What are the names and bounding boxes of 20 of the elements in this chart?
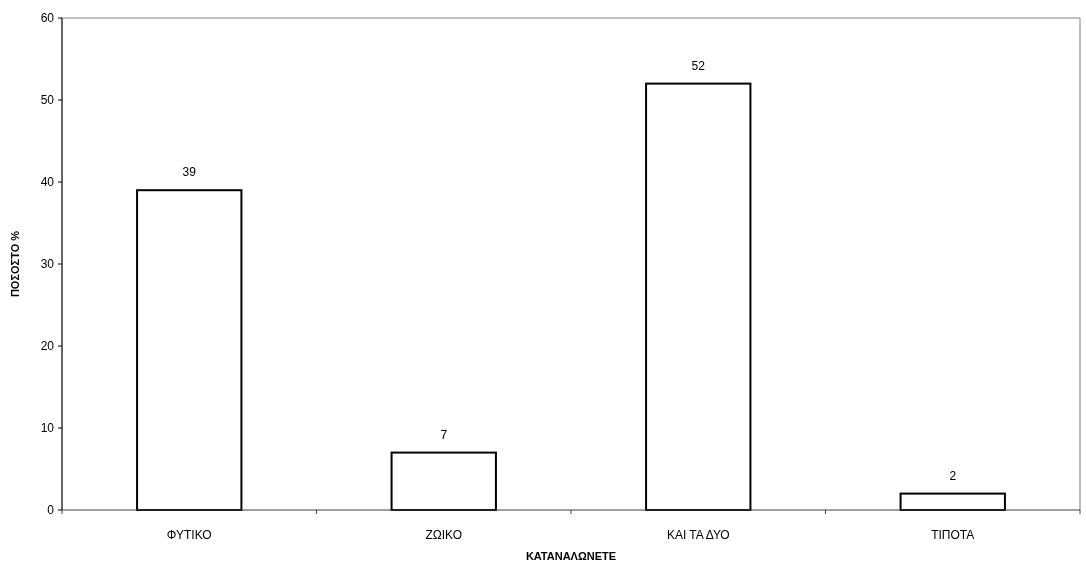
x-tick-label: ΚΑΙ ΤΑ ΔΥΟ: [666, 528, 730, 542]
y-tick-label: 0: [47, 503, 55, 518]
y-tick-label: 30: [40, 257, 55, 272]
data-label: 7: [440, 427, 448, 442]
x-axis-title: ΚΑΤΑΝΑΛΩΝΕΤΕ: [525, 550, 617, 562]
bar: [645, 82, 752, 511]
bar: [136, 189, 243, 511]
data-label: 39: [182, 165, 197, 180]
data-label: 52: [691, 58, 706, 73]
y-tick-label: 40: [40, 175, 55, 190]
y-tick-label: 10: [40, 421, 55, 436]
y-tick-label: 60: [40, 11, 55, 26]
y-tick-label: 20: [40, 339, 55, 354]
x-tick-label: ΦΥΤΙΚΟ: [166, 528, 212, 542]
data-label: 2: [949, 468, 957, 483]
y-axis-title: ΠΟΣΟΣΤΟ %: [9, 230, 21, 298]
x-tick-label: ΖΩΙΚΟ: [425, 528, 463, 542]
bar: [390, 451, 497, 511]
x-tick-label: ΤΙΠΟΤΑ: [931, 528, 975, 542]
y-tick-label: 50: [40, 93, 55, 108]
